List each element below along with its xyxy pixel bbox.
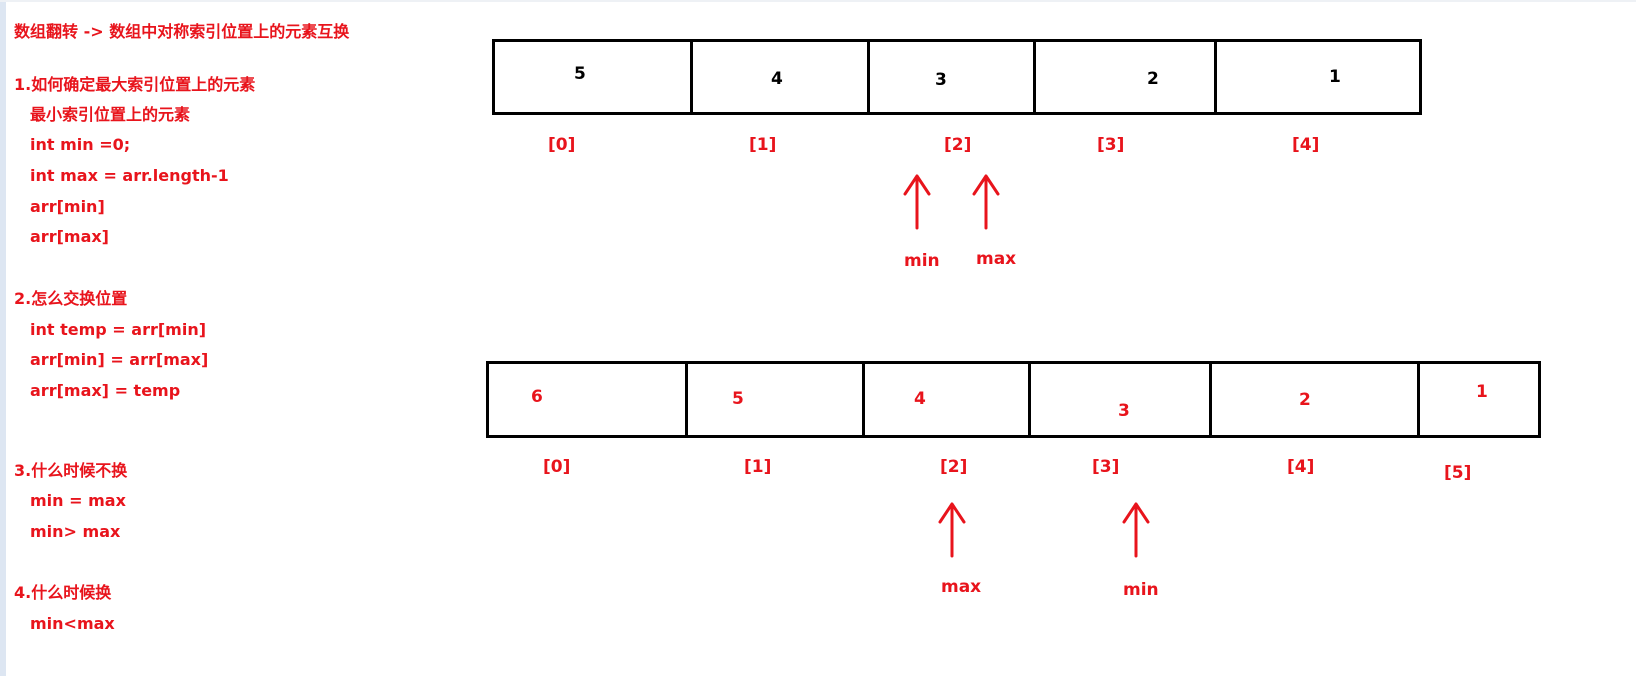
- q1-line: int max = arr.length-1: [30, 166, 229, 185]
- q3-title: 3.什么时候不换: [14, 461, 128, 480]
- pointer-label: min: [1123, 580, 1159, 600]
- q1-line: int min =0;: [30, 135, 131, 154]
- arrow-up-icon: [938, 502, 966, 558]
- array-2-value: 1: [1476, 382, 1488, 402]
- q3-line: min = max: [30, 491, 126, 510]
- array-1-value: 5: [574, 64, 586, 84]
- array-2-cell: [489, 364, 688, 435]
- array-2-cell: [1212, 364, 1420, 435]
- q2-line: arr[min] = arr[max]: [30, 350, 209, 369]
- array-1-value: 3: [935, 70, 947, 90]
- q1-line: arr[max]: [30, 227, 109, 246]
- array-1-cell: [495, 42, 693, 112]
- array-2-value: 2: [1299, 390, 1311, 410]
- pointer-label: max: [941, 577, 982, 597]
- array-1-cell: [870, 42, 1036, 112]
- array-2-cell: [865, 364, 1031, 435]
- array-2-value: 3: [1118, 401, 1130, 421]
- pointer-label: min: [904, 251, 940, 271]
- q1-title: 1.如何确定最大索引位置上的元素: [14, 75, 256, 94]
- array-1-box: [492, 39, 1422, 115]
- arrow-up-icon: [903, 174, 931, 230]
- notes-title: 数组翻转 -> 数组中对称索引位置上的元素互换: [14, 22, 350, 41]
- array-2-index: [0]: [543, 457, 571, 477]
- array-1-value: 4: [771, 69, 783, 89]
- q2-title: 2.怎么交换位置: [14, 289, 128, 308]
- q1-line: 最小索引位置上的元素: [30, 105, 191, 124]
- array-2-index: [1]: [744, 457, 772, 477]
- top-border: [0, 0, 1636, 2]
- arrow-up-icon: [972, 174, 1000, 230]
- array-2-index: [5]: [1444, 463, 1472, 483]
- array-1-index: [1]: [749, 135, 777, 155]
- pointer-label: max: [976, 249, 1017, 269]
- q2-line: int temp = arr[min]: [30, 320, 207, 339]
- q1-line: arr[min]: [30, 197, 105, 216]
- array-2-value: 4: [914, 389, 926, 409]
- q3-line: min> max: [30, 522, 121, 541]
- array-1-cell: [693, 42, 870, 112]
- array-2-cell: [1031, 364, 1212, 435]
- array-1-value: 2: [1147, 69, 1159, 89]
- array-1-value: 1: [1329, 67, 1341, 87]
- left-margin-strip: [0, 0, 6, 676]
- array-1-cell: [1217, 42, 1425, 112]
- array-2-index: [4]: [1287, 457, 1315, 477]
- array-1-index: [3]: [1097, 135, 1125, 155]
- array-2-box: [486, 361, 1541, 438]
- array-2-cell: [688, 364, 865, 435]
- array-2-index: [2]: [940, 457, 968, 477]
- q4-title: 4.什么时候换: [14, 583, 112, 602]
- array-1-cell: [1036, 42, 1217, 112]
- array-2-value: 6: [531, 387, 543, 407]
- array-2-value: 5: [732, 389, 744, 409]
- array-2-index: [3]: [1092, 457, 1120, 477]
- array-1-index: [4]: [1292, 135, 1320, 155]
- array-1-index: [0]: [548, 135, 576, 155]
- arrow-up-icon: [1122, 502, 1150, 558]
- q2-line: arr[max] = temp: [30, 381, 181, 400]
- array-1-index: [2]: [944, 135, 972, 155]
- q4-line: min<max: [30, 614, 115, 633]
